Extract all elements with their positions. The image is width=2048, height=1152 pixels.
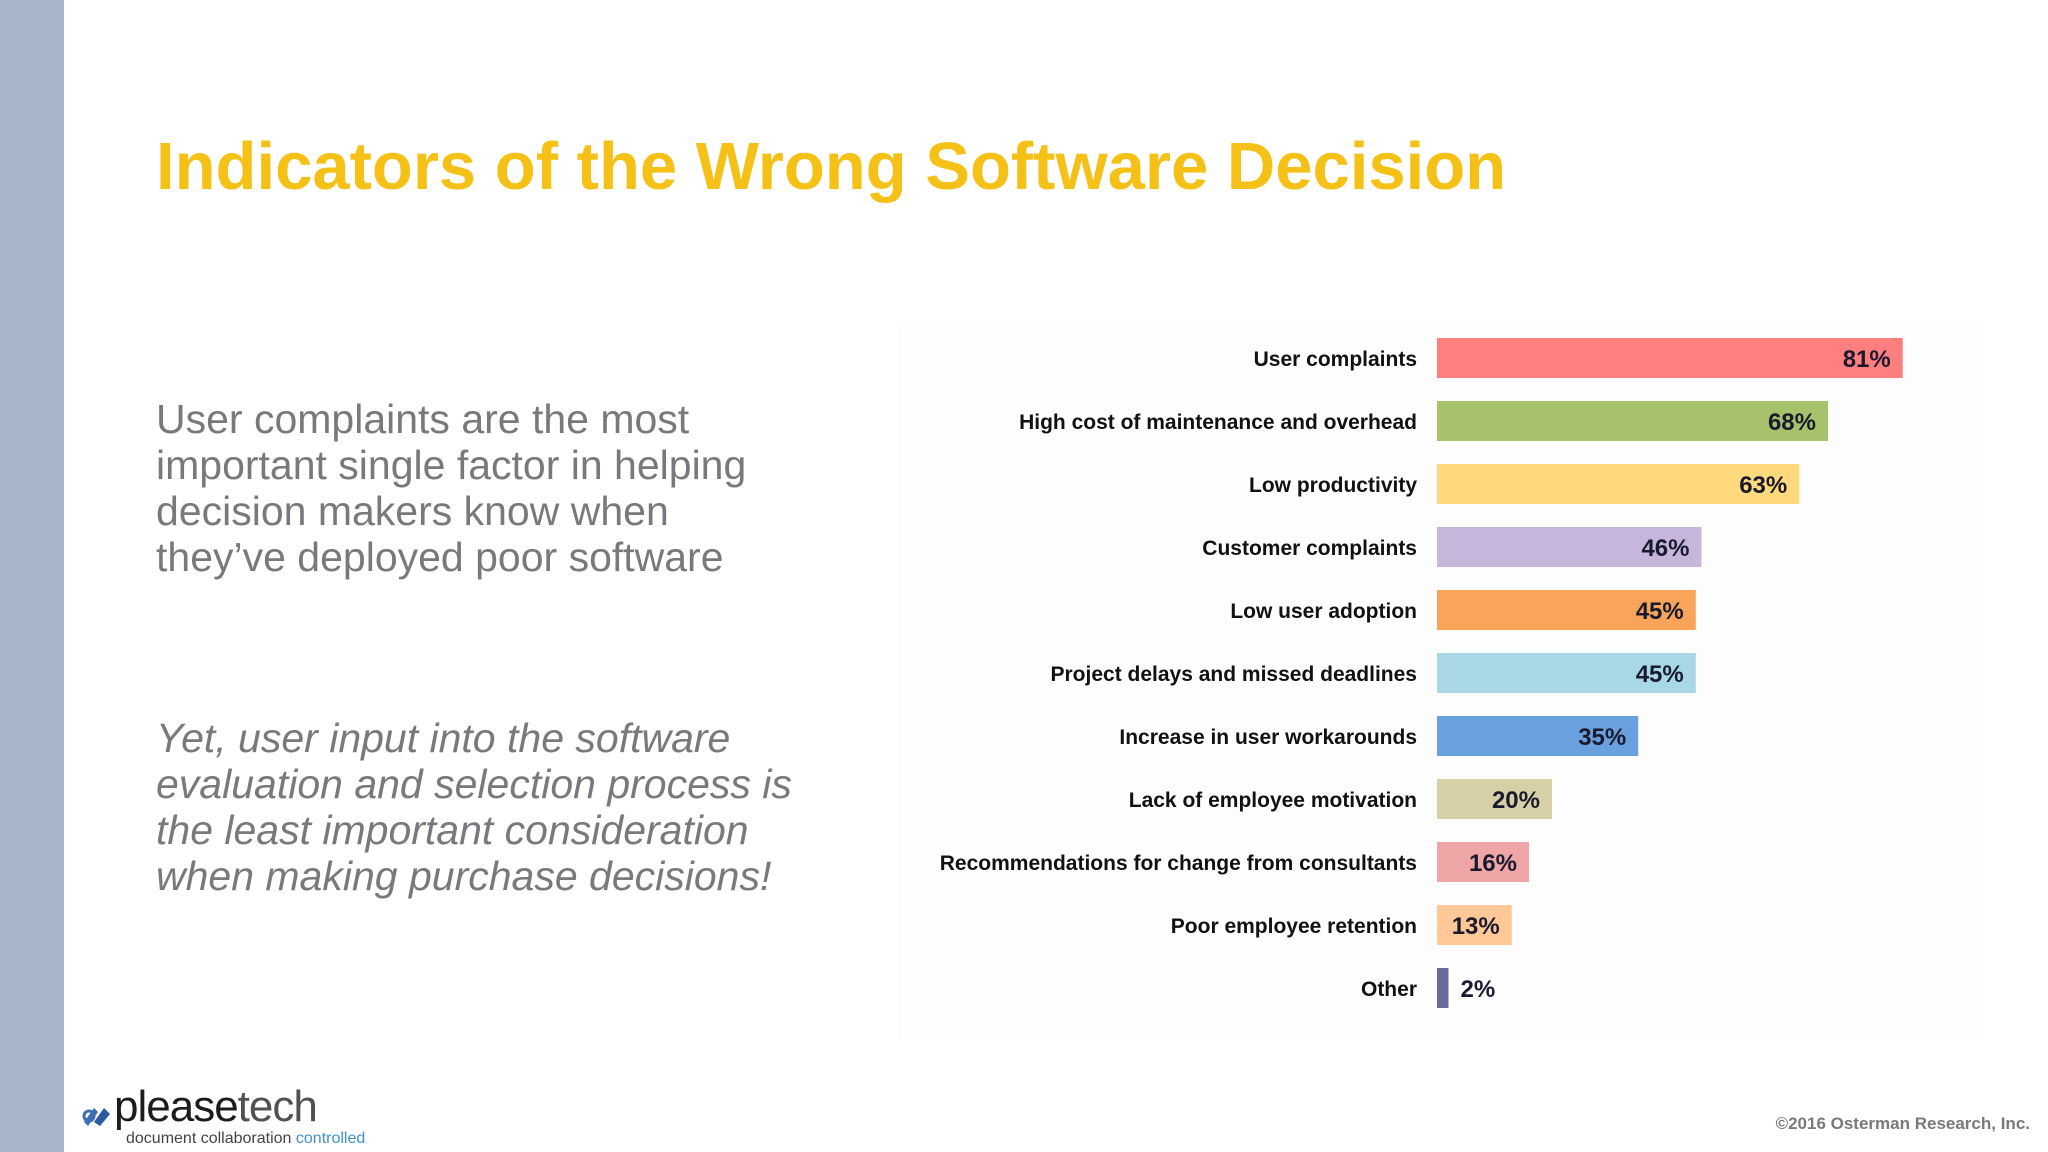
category-label: Project delays and missed deadlines: [1051, 663, 1418, 686]
category-label: Low productivity: [1249, 474, 1417, 497]
bar: [1437, 590, 1696, 630]
logo-tagline-a: document collaboration: [126, 1130, 296, 1147]
logo-tagline: document collaboration controlled: [126, 1130, 365, 1148]
category-label: Increase in user workarounds: [1119, 726, 1417, 749]
emphasis-paragraph: Yet, user input into the software evalua…: [156, 715, 792, 899]
value-label: 35%: [1578, 724, 1626, 751]
category-label: Customer complaints: [1202, 537, 1417, 560]
value-label: 2%: [1461, 976, 1496, 1003]
value-label: 16%: [1469, 850, 1517, 877]
chart-svg: User complaints 81% High cost of maintenan…: [940, 338, 1903, 1008]
bar: [1437, 842, 1529, 882]
category-label: Other: [1361, 978, 1417, 1001]
copyright-notice: ©2016 Osterman Research, Inc.: [1775, 1114, 2030, 1133]
value-label: 46%: [1641, 535, 1689, 562]
slide-title: Indicators of the Wrong Software Decisio…: [156, 129, 1507, 204]
left-accent-bar: [0, 0, 64, 1152]
bar: [1437, 905, 1512, 945]
bar: [1437, 527, 1702, 567]
category-label: High cost of maintenance and overhead: [1019, 411, 1417, 434]
bar: [1437, 716, 1639, 756]
bar: [1437, 653, 1696, 693]
value-label: 81%: [1843, 346, 1891, 373]
bar-chart: User complaints 81% High cost of maintenan…: [898, 322, 1978, 1042]
value-label: 13%: [1452, 913, 1500, 940]
category-label: Poor employee retention: [1171, 915, 1417, 938]
value-label: 20%: [1492, 787, 1540, 814]
value-label: 63%: [1739, 472, 1787, 499]
main-paragraph: User complaints are the most important s…: [156, 396, 747, 580]
bar: [1437, 779, 1552, 819]
logo-wordmark: pleasetech: [114, 1082, 318, 1132]
value-label: 68%: [1768, 409, 1816, 436]
value-label: 45%: [1636, 598, 1684, 625]
logo-mark-icon: [82, 1108, 110, 1126]
bar: [1437, 338, 1903, 378]
category-label: Lack of employee motivation: [1129, 789, 1417, 812]
value-label: 45%: [1636, 661, 1684, 688]
category-label: User complaints: [1254, 348, 1417, 371]
pleasetech-logo: pleasetech document collaboration contro…: [80, 1082, 380, 1150]
bar: [1437, 968, 1449, 1008]
logo-brand-a: please: [114, 1082, 239, 1131]
logo-brand-b: tech: [237, 1082, 318, 1131]
bar: [1437, 401, 1828, 441]
bar: [1437, 464, 1800, 504]
logo-tagline-b: controlled: [295, 1130, 366, 1147]
category-label: Low user adoption: [1230, 600, 1417, 623]
category-label: Recommendations for change from consulta…: [940, 852, 1417, 875]
